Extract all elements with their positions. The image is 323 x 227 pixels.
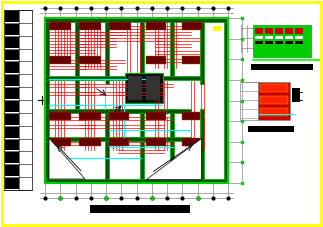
Bar xyxy=(125,73,163,103)
Bar xyxy=(45,179,228,183)
Bar xyxy=(5,178,19,189)
Bar xyxy=(146,112,166,120)
Bar xyxy=(49,22,71,30)
Bar xyxy=(45,18,49,183)
Bar xyxy=(224,18,228,183)
Bar xyxy=(79,138,101,146)
Bar xyxy=(275,28,283,34)
Bar xyxy=(285,28,293,34)
Bar xyxy=(49,112,71,120)
Bar xyxy=(182,112,200,120)
Bar xyxy=(5,49,19,60)
Bar xyxy=(170,18,174,76)
Bar xyxy=(295,41,303,44)
Bar xyxy=(49,56,71,64)
Bar xyxy=(45,18,228,183)
Bar xyxy=(5,37,19,48)
Bar xyxy=(265,28,273,34)
Bar xyxy=(5,114,19,125)
Bar xyxy=(213,26,221,31)
Bar xyxy=(45,18,228,22)
Bar xyxy=(295,28,303,34)
Bar xyxy=(5,140,19,151)
Bar xyxy=(285,41,293,44)
Bar xyxy=(260,96,288,104)
Bar xyxy=(260,108,288,116)
Bar xyxy=(45,109,164,113)
Bar xyxy=(258,82,290,120)
Bar xyxy=(49,138,71,146)
Bar xyxy=(146,22,166,30)
Bar xyxy=(5,127,19,138)
Bar xyxy=(253,25,311,57)
Bar xyxy=(248,126,294,132)
Bar xyxy=(182,56,200,64)
Bar xyxy=(90,205,190,213)
Bar xyxy=(146,138,166,146)
Bar xyxy=(105,18,109,84)
Bar xyxy=(5,11,19,22)
Bar xyxy=(255,28,263,34)
Bar xyxy=(5,75,19,86)
Bar xyxy=(170,109,174,183)
Bar xyxy=(105,109,109,183)
Bar xyxy=(200,18,204,84)
Bar xyxy=(5,62,19,73)
Bar xyxy=(4,10,32,190)
Bar xyxy=(79,112,101,120)
Bar xyxy=(5,152,19,163)
Polygon shape xyxy=(49,138,85,179)
Bar xyxy=(109,22,131,30)
Bar xyxy=(140,18,144,76)
Bar xyxy=(45,18,228,183)
Bar xyxy=(240,82,258,120)
Bar xyxy=(5,88,19,99)
Bar xyxy=(146,76,160,100)
Bar xyxy=(128,76,142,100)
Bar xyxy=(79,22,101,30)
Bar xyxy=(75,18,79,109)
Bar xyxy=(292,88,300,102)
Bar xyxy=(109,112,129,120)
Bar xyxy=(5,101,19,112)
Bar xyxy=(146,76,201,80)
Bar xyxy=(5,165,19,176)
Bar xyxy=(200,109,204,183)
Bar xyxy=(109,138,129,146)
Bar xyxy=(265,41,273,44)
Bar xyxy=(45,137,146,141)
Bar xyxy=(275,36,283,39)
Bar xyxy=(109,137,192,141)
Bar xyxy=(295,36,303,39)
Bar xyxy=(79,56,101,64)
Bar xyxy=(45,76,146,80)
Bar xyxy=(251,64,313,70)
Bar xyxy=(285,36,293,39)
Bar xyxy=(146,56,166,64)
Bar xyxy=(182,22,202,30)
Bar xyxy=(140,109,144,183)
Bar xyxy=(255,41,263,44)
Bar xyxy=(109,109,192,113)
Bar xyxy=(260,84,288,92)
Polygon shape xyxy=(146,138,201,179)
Bar xyxy=(275,41,283,44)
Bar xyxy=(182,138,200,146)
Bar xyxy=(265,36,273,39)
Bar xyxy=(255,36,263,39)
Bar xyxy=(5,24,19,35)
